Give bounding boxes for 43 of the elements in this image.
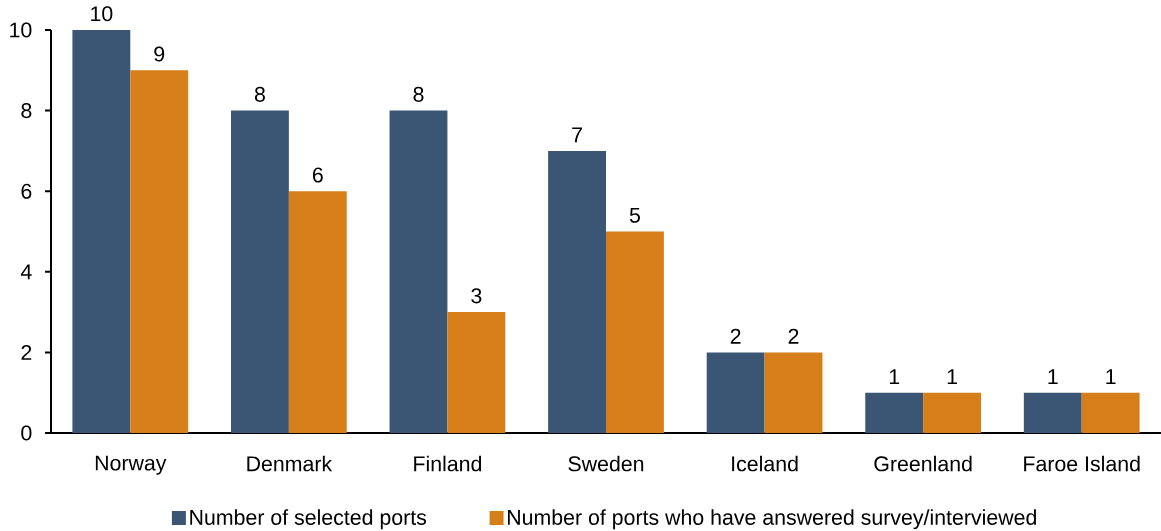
data-label: 7 bbox=[572, 127, 582, 143]
y-tick-label: 6 bbox=[21, 183, 32, 199]
y-tick-label: 0 bbox=[21, 425, 32, 441]
bar bbox=[1081, 392, 1140, 433]
bar bbox=[606, 231, 664, 433]
bar bbox=[230, 110, 289, 433]
data-label: 5 bbox=[629, 207, 640, 223]
y-tick-label: 8 bbox=[21, 103, 32, 119]
bar bbox=[288, 191, 347, 433]
bar bbox=[447, 312, 506, 433]
x-tick-label: Greenland bbox=[874, 455, 972, 472]
data-label: 2 bbox=[788, 328, 799, 344]
data-label: 6 bbox=[312, 167, 323, 183]
bar bbox=[72, 29, 131, 433]
bar bbox=[764, 352, 823, 433]
data-label: 1 bbox=[947, 369, 957, 384]
legend-label: Number of ports who have answered survey/interviewed bbox=[507, 509, 1036, 530]
data-label: 1 bbox=[1048, 369, 1058, 384]
bar bbox=[706, 352, 765, 433]
data-label: 8 bbox=[254, 86, 265, 102]
bar bbox=[923, 392, 982, 433]
x-tick-label: Finland bbox=[414, 455, 482, 472]
bar bbox=[1023, 392, 1082, 433]
y-tick-label: 2 bbox=[21, 344, 32, 360]
data-label: 10 bbox=[91, 6, 113, 22]
x-tick-label: Norway bbox=[95, 455, 167, 475]
data-label: 3 bbox=[471, 288, 482, 304]
y-tick-label: 4 bbox=[20, 264, 32, 280]
bar bbox=[130, 70, 189, 433]
x-tick-label: Sweden bbox=[568, 455, 644, 472]
bar bbox=[865, 392, 924, 433]
y-tick-label: 10 bbox=[10, 22, 32, 38]
legend-label: Number of selected ports bbox=[190, 509, 427, 530]
data-label: 9 bbox=[154, 46, 165, 62]
x-tick-label: Faroe Island bbox=[1024, 455, 1140, 472]
data-label: 8 bbox=[413, 86, 424, 102]
data-label: 1 bbox=[889, 369, 900, 384]
data-label: 1 bbox=[1106, 369, 1116, 384]
bar bbox=[548, 150, 607, 433]
x-tick-label: Denmark bbox=[247, 455, 333, 472]
bar bbox=[389, 110, 448, 433]
data-label: 2 bbox=[730, 328, 741, 344]
x-tick-label: Iceland bbox=[732, 455, 798, 472]
